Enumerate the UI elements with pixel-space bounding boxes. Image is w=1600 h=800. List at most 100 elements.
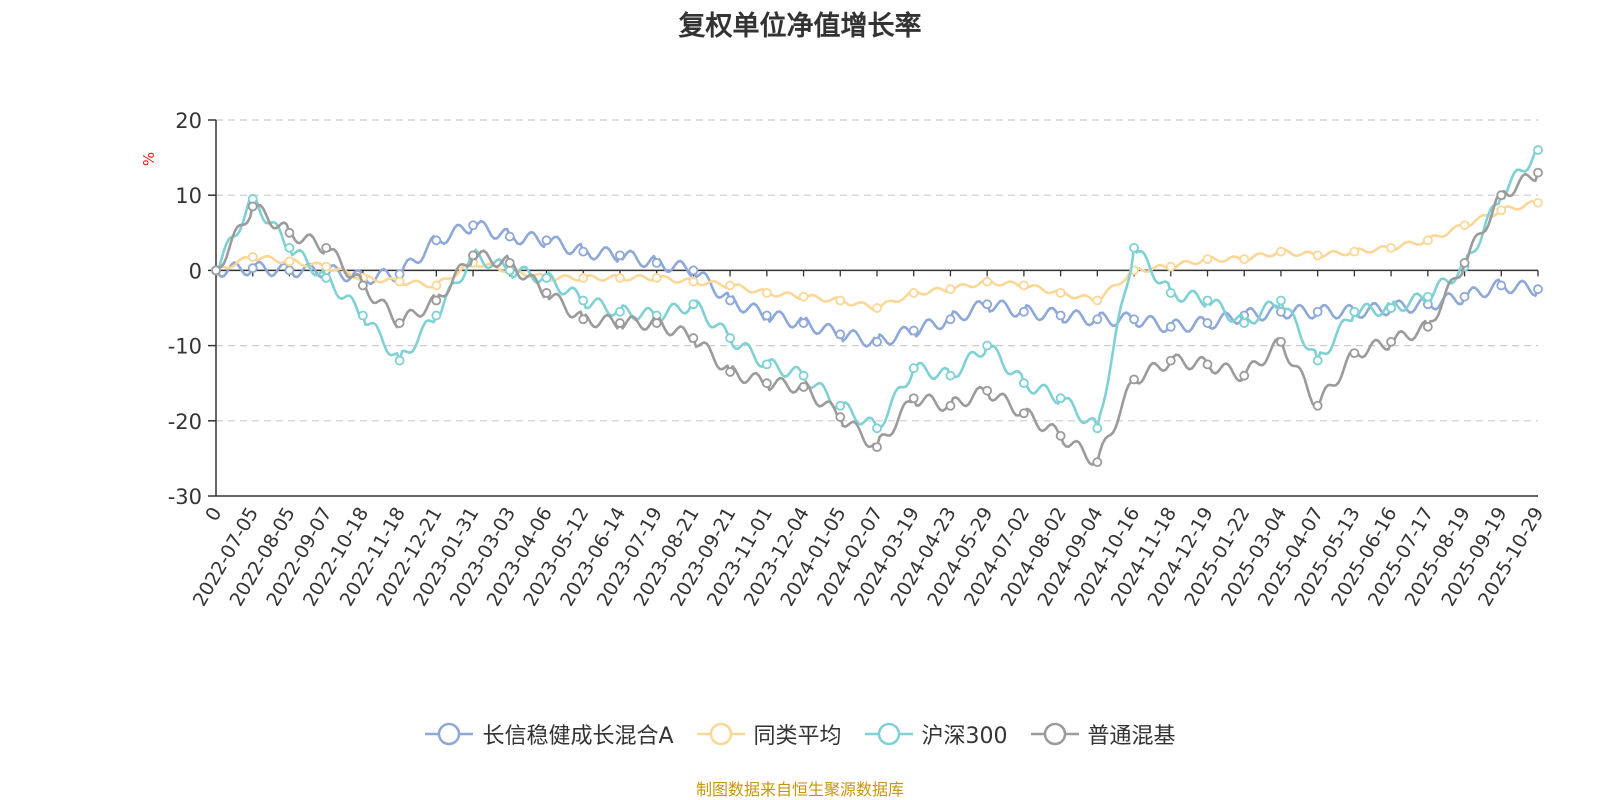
data-point: [1496, 205, 1507, 216]
data-point: [945, 400, 956, 411]
legend-line-circle-icon: [425, 722, 474, 746]
data-point: [651, 257, 662, 268]
y-tick-label: 0: [189, 259, 202, 283]
data-point: [798, 382, 809, 392]
data-point: [1202, 254, 1213, 265]
data-point: [1312, 355, 1323, 366]
data-point: [1386, 242, 1397, 253]
data-point: [982, 340, 993, 351]
data-point: [908, 325, 919, 336]
data-point: [1092, 457, 1103, 468]
data-point: [357, 280, 368, 291]
data-point: [1018, 306, 1029, 317]
data-point: [247, 201, 258, 212]
data-point: [1165, 288, 1176, 298]
data-point: [394, 276, 405, 287]
data-point: [1276, 336, 1286, 347]
data-point: [1276, 295, 1286, 306]
data-point: [651, 273, 662, 283]
legend-marker: [877, 722, 900, 746]
data-point: [1092, 314, 1103, 325]
data-point: [835, 412, 846, 422]
data-point: [284, 256, 295, 267]
data-point: [1349, 306, 1360, 317]
data-point: [908, 363, 919, 374]
data-point: [761, 378, 772, 389]
data-point: [321, 242, 332, 253]
data-point: [1129, 374, 1139, 385]
series-line: [215, 148, 1539, 430]
data-point: [982, 299, 993, 310]
legend-label: 长信稳健成长混合A: [482, 724, 674, 749]
data-point: [1533, 167, 1543, 178]
y-tick-label: 20: [175, 109, 202, 133]
legend-item-1[interactable]: 长信稳健成长混合A: [424, 718, 674, 750]
x-tick-label: 0: [201, 504, 226, 525]
data-point: [431, 235, 442, 246]
data-point: [431, 295, 442, 306]
data-point: [1496, 280, 1507, 291]
data-point: [431, 310, 442, 321]
chart-title: 复权单位净值增长率: [678, 11, 922, 42]
data-point: [284, 242, 295, 253]
y-tick-label: -10: [168, 335, 202, 359]
data-point: [1386, 303, 1397, 313]
data-point: [1276, 246, 1286, 257]
data-point: [431, 280, 442, 291]
data-point: [872, 442, 882, 453]
data-point: [1092, 423, 1103, 434]
data-point: [1312, 306, 1323, 317]
data-point: [247, 263, 258, 274]
legend-marker: [1043, 722, 1066, 746]
data-point: [872, 303, 882, 313]
data-point: [688, 333, 699, 343]
data-point: [578, 295, 589, 306]
chart-legend[interactable]: 长信稳健成长混合A 同类平均 沪深300 普通混基: [0, 718, 1600, 750]
data-point: [615, 306, 625, 317]
data-point: [578, 273, 589, 283]
data-point: [688, 299, 699, 310]
data-point: [945, 370, 956, 381]
data-point: [468, 220, 478, 231]
legend-item-3[interactable]: 沪深300: [864, 718, 1008, 750]
data-point: [688, 276, 699, 287]
data-point: [394, 355, 405, 366]
data-point: [1055, 393, 1066, 404]
data-point: [615, 250, 625, 261]
data-point: [945, 314, 956, 325]
data-point: [321, 273, 332, 283]
data-point: [504, 257, 515, 268]
data-point: [1422, 235, 1433, 246]
data-point: [357, 310, 368, 321]
data-point: [1386, 336, 1397, 347]
data-point: [468, 250, 478, 261]
data-point: [1055, 310, 1066, 321]
data-point: [908, 288, 919, 298]
data-point: [578, 314, 589, 325]
data-point: [1496, 190, 1507, 201]
data-point: [1312, 400, 1323, 411]
data-point: [725, 333, 736, 343]
data-point: [651, 318, 662, 328]
data-point: [1018, 280, 1029, 291]
data-point: [541, 288, 552, 298]
data-point: [835, 400, 846, 411]
legend-line-circle-icon: [864, 722, 913, 746]
data-point: [761, 310, 772, 321]
series-2: [211, 197, 1543, 313]
data-point: [982, 276, 993, 287]
data-point: [1349, 348, 1360, 359]
data-point: [1239, 370, 1250, 381]
data-point: [615, 318, 625, 328]
data-point: [945, 284, 956, 295]
data-point: [1092, 295, 1103, 306]
data-point: [725, 295, 736, 306]
legend-item-2[interactable]: 同类平均: [696, 718, 842, 750]
data-point: [798, 370, 809, 381]
data-point: [798, 318, 809, 328]
data-point: [872, 423, 882, 434]
legend-item-4[interactable]: 普通混基: [1030, 718, 1176, 750]
data-point: [1165, 321, 1176, 332]
data-point: [1459, 257, 1470, 268]
data-point: [1533, 284, 1543, 295]
